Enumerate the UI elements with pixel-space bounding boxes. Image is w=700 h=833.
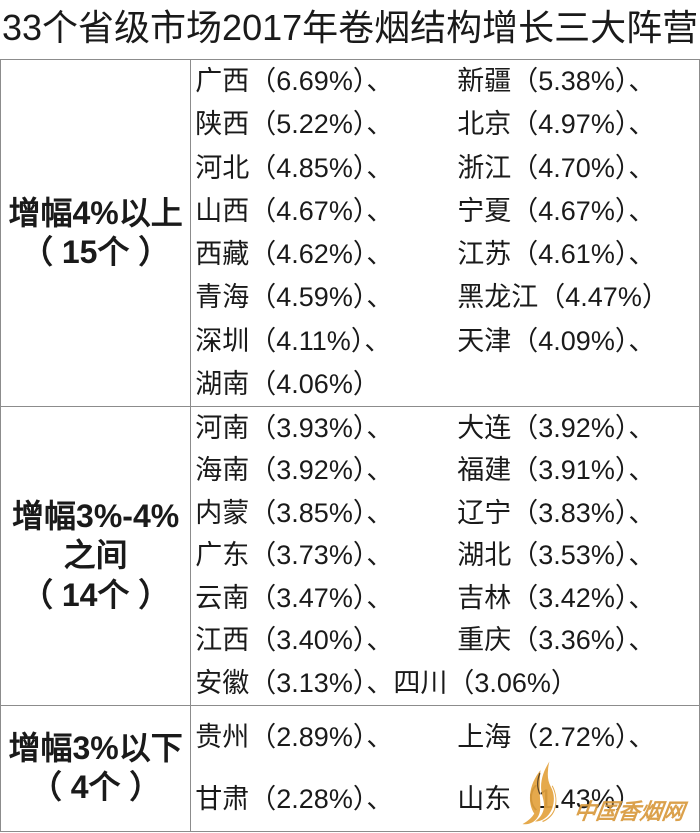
svg-text:中国香烟网: 中国香烟网 <box>572 799 689 824</box>
